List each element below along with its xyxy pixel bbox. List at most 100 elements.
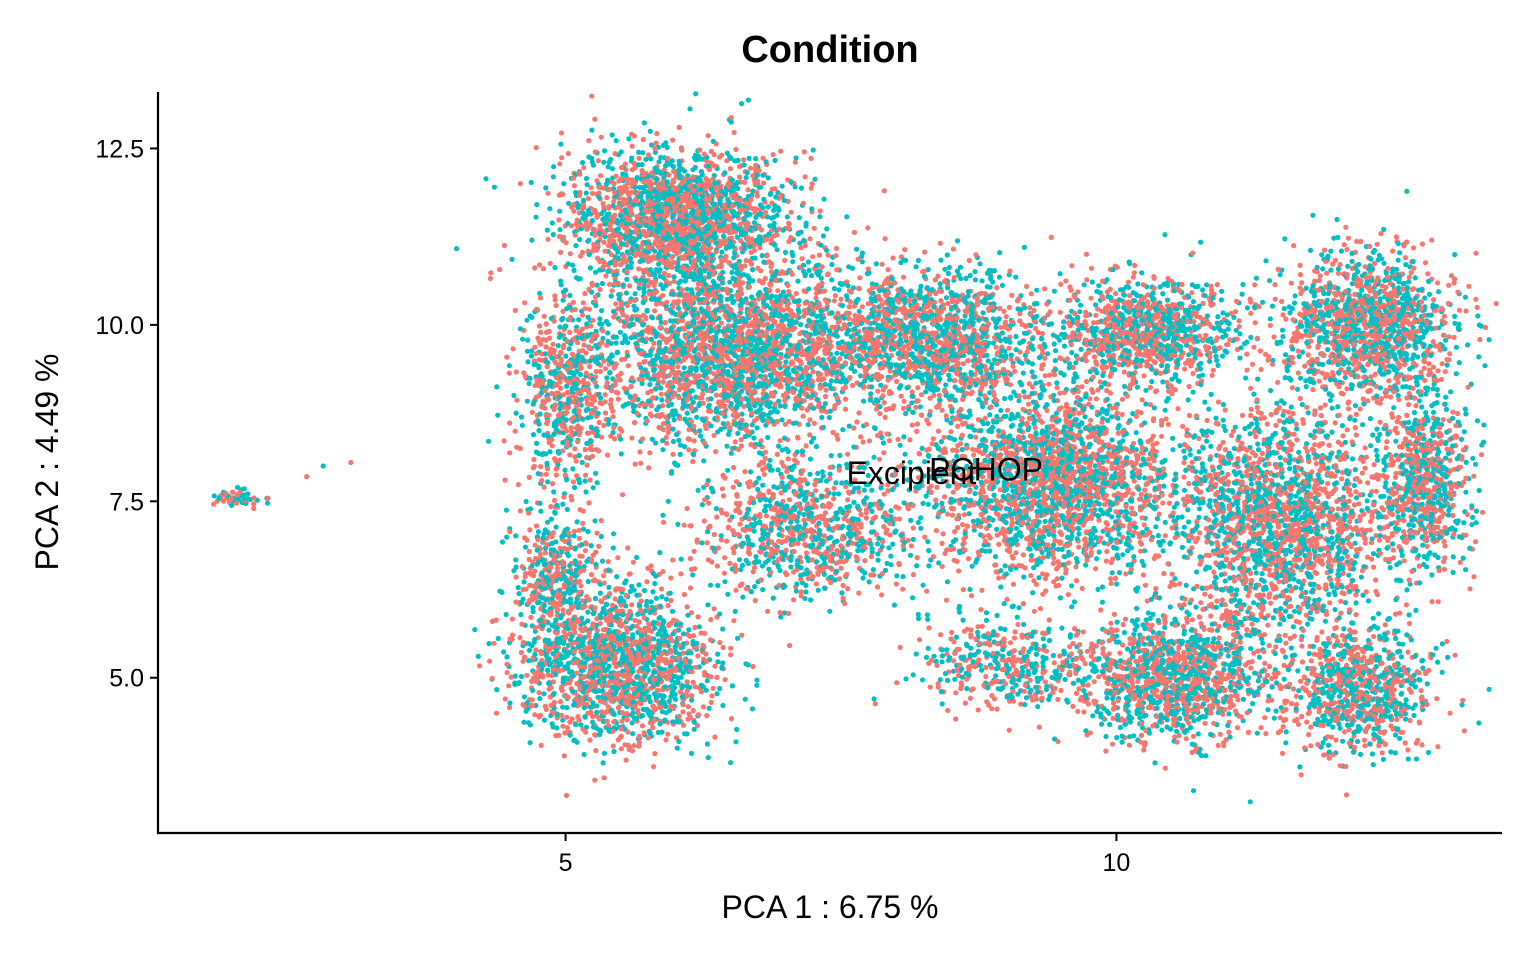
data-point [824,247,830,253]
data-point [616,178,622,184]
data-point [760,280,766,286]
data-point [720,328,726,335]
data-point [639,198,645,204]
data-point [573,425,580,431]
data-point [705,305,711,311]
data-point [619,309,625,315]
data-point [563,417,569,423]
data-point [596,230,603,236]
data-point [537,341,544,347]
data-point [818,308,824,314]
data-point [668,326,674,332]
data-point [759,253,765,259]
data-point [648,156,654,162]
data-point [558,130,565,136]
data-point [676,158,682,164]
data-point [678,278,684,284]
data-point [687,183,693,189]
data-point [709,385,715,391]
data-point [663,140,669,146]
data-point [558,278,564,284]
data-point [619,222,625,228]
data-point [628,321,634,327]
data-point [719,286,726,292]
data-point [594,214,600,220]
data-point [654,330,660,336]
data-point [567,452,573,458]
data-point [690,264,696,270]
data-point [785,177,791,183]
data-point [625,363,631,369]
data-point [618,357,625,363]
data-point [595,360,601,366]
data-point [611,424,617,430]
data-point [585,238,591,244]
data-point [698,169,705,175]
data-point [702,299,708,305]
data-point [701,458,707,464]
data-point [645,390,651,396]
data-point [613,378,619,384]
data-point [743,257,749,264]
data-point [546,328,552,334]
data-point [545,236,551,242]
data-point [654,190,660,196]
data-point [621,253,627,259]
data-point [775,288,781,294]
data-point [609,233,615,239]
data-point [737,302,743,308]
data-point [768,237,774,244]
data-point [660,379,667,385]
data-point [748,469,754,475]
data-point [686,447,692,453]
data-point [585,381,591,387]
data-point [826,414,833,421]
data-point [576,170,582,176]
data-point [720,410,726,416]
data-point [627,299,633,305]
data-point [539,404,545,410]
data-point [601,230,608,236]
data-point [540,266,547,272]
data-point [682,416,688,422]
data-point [755,346,761,352]
data-point [756,366,763,372]
data-point [569,262,576,268]
data-point [517,326,524,332]
data-point [750,367,756,373]
data-point [609,388,615,394]
data-point [597,316,603,322]
data-point [676,437,682,443]
data-point [792,184,798,190]
data-point [751,388,758,394]
data-point [592,379,598,385]
data-point [709,258,715,264]
data-point [769,378,775,385]
data-point [789,327,795,333]
data-point [683,297,690,303]
data-point [659,209,665,215]
data-point [577,429,583,435]
data-point [634,213,640,220]
data-point [762,449,769,455]
data-point [553,302,559,309]
data-point [732,222,738,229]
data-point [598,517,604,524]
data-point [779,376,785,382]
data-point [582,306,588,312]
data-point [634,175,640,181]
data-point [633,341,639,347]
data-point [568,223,575,229]
data-point [623,402,629,408]
data-point [735,185,741,192]
data-point [815,356,822,362]
data-point [600,264,606,270]
data-point [829,261,835,268]
data-point [562,293,568,299]
data-point [575,390,581,396]
data-point [846,423,852,429]
data-point [647,245,653,251]
data-point [696,352,702,358]
data-point [696,198,702,204]
data-point [585,196,592,202]
